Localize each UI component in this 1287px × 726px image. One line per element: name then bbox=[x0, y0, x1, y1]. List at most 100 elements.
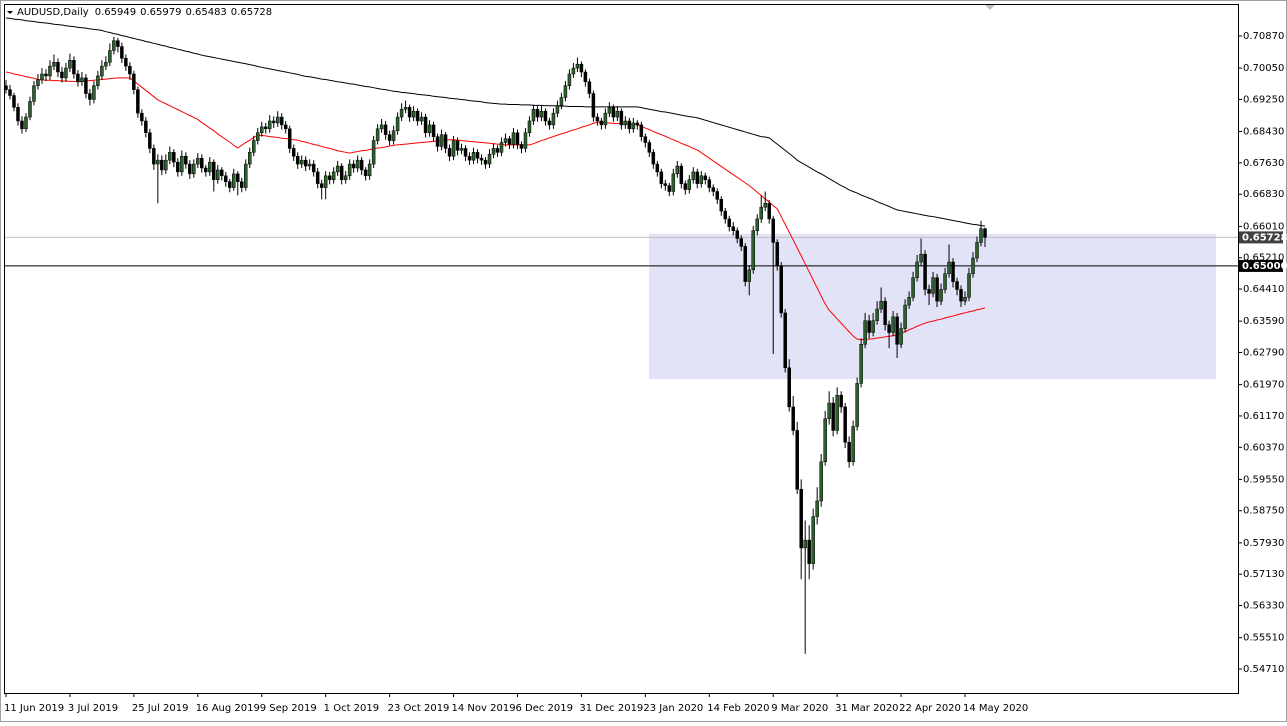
candle-body bbox=[619, 110, 624, 126]
candle-body bbox=[399, 108, 404, 118]
candle-body bbox=[180, 155, 184, 173]
candle-body bbox=[112, 40, 116, 51]
candle-body bbox=[535, 108, 540, 118]
candle-body bbox=[331, 171, 336, 180]
candle-body bbox=[659, 171, 664, 184]
x-tick-label: 22 Apr 2020 bbox=[899, 703, 961, 714]
candle-body bbox=[639, 124, 644, 137]
y-tick-label: 0.70870 bbox=[1243, 31, 1284, 42]
candle-body bbox=[899, 328, 903, 345]
y-tick-label: 0.65210 bbox=[1243, 253, 1284, 264]
candle-body bbox=[939, 289, 943, 302]
candle-body bbox=[439, 134, 444, 147]
candle-body bbox=[971, 257, 975, 275]
candle-body bbox=[435, 136, 440, 147]
moving-average bbox=[5, 71, 986, 341]
candle-body bbox=[228, 181, 232, 188]
candle-body bbox=[303, 159, 308, 167]
candle-body bbox=[355, 159, 360, 169]
candle-body bbox=[160, 159, 164, 171]
y-tick-label: 0.60370 bbox=[1243, 442, 1284, 453]
candle-body bbox=[419, 116, 424, 122]
candle-body bbox=[883, 300, 887, 325]
candle-body bbox=[40, 73, 44, 81]
candle-body bbox=[287, 128, 292, 149]
candle-body bbox=[923, 253, 927, 290]
candle-body bbox=[236, 173, 240, 182]
shift-marker bbox=[985, 5, 995, 10]
candle-body bbox=[675, 165, 680, 175]
candle-body bbox=[827, 402, 831, 419]
y-tick-label: 0.62790 bbox=[1243, 347, 1284, 358]
candle-body bbox=[635, 122, 640, 126]
y-tick-label: 0.66010 bbox=[1243, 221, 1284, 232]
x-tick-label: 9 Sep 2019 bbox=[260, 703, 317, 714]
candle-body bbox=[24, 116, 28, 130]
x-tick-label: 3 Jul 2019 bbox=[68, 703, 118, 714]
candle-body bbox=[791, 406, 795, 431]
candle-body bbox=[475, 152, 480, 159]
candle-body bbox=[96, 75, 100, 86]
candle-body bbox=[387, 134, 392, 141]
candle-body bbox=[843, 406, 847, 443]
candle-body bbox=[403, 107, 408, 110]
candle-body bbox=[539, 110, 544, 118]
candle-body bbox=[783, 312, 787, 369]
x-tick-label: 31 Dec 2019 bbox=[579, 703, 643, 714]
candle-body bbox=[707, 179, 712, 188]
candle-body bbox=[168, 152, 172, 161]
candle-body bbox=[367, 163, 372, 177]
candle-body bbox=[164, 159, 168, 171]
candle-body bbox=[64, 67, 68, 79]
candle-body bbox=[267, 120, 272, 130]
candle-body bbox=[443, 134, 448, 149]
candle-body bbox=[875, 308, 879, 322]
candle-body bbox=[295, 155, 300, 165]
candle-body bbox=[375, 128, 380, 141]
candle-body bbox=[891, 316, 895, 333]
candle-body bbox=[144, 120, 148, 133]
y-tick-label: 0.54710 bbox=[1243, 664, 1284, 675]
y-tick-label: 0.64410 bbox=[1243, 284, 1284, 295]
candle-body bbox=[515, 132, 520, 145]
level-label-box bbox=[1239, 259, 1283, 272]
candle-body bbox=[867, 320, 871, 333]
x-tick-label: 14 Feb 2020 bbox=[707, 703, 769, 714]
candle-body bbox=[651, 152, 656, 165]
candle-body bbox=[631, 122, 636, 130]
candle-body bbox=[727, 218, 732, 227]
candle-body bbox=[947, 261, 951, 275]
candle-body bbox=[615, 110, 620, 118]
candle-body bbox=[279, 116, 284, 126]
x-tick-label: 14 Nov 2019 bbox=[452, 703, 516, 714]
candle-body bbox=[140, 112, 144, 122]
candle-body bbox=[28, 101, 32, 118]
candle-body bbox=[563, 85, 568, 98]
candle-body bbox=[4, 85, 8, 90]
candle-body bbox=[251, 140, 256, 153]
x-tick-label: 16 Aug 2019 bbox=[196, 703, 260, 714]
candle-body bbox=[84, 77, 88, 94]
candle-body bbox=[815, 500, 819, 517]
candle-body bbox=[551, 112, 556, 126]
high-value: 0.65979 bbox=[140, 7, 181, 18]
candle-body bbox=[172, 152, 176, 163]
y-tick-label: 0.61170 bbox=[1243, 411, 1284, 422]
candle-body bbox=[979, 228, 983, 243]
candle-body bbox=[667, 185, 672, 192]
candle-body bbox=[555, 105, 560, 114]
y-tick-label: 0.69250 bbox=[1243, 94, 1284, 105]
candle-body bbox=[931, 277, 935, 294]
candle-body bbox=[208, 161, 212, 173]
candle-body bbox=[8, 89, 12, 96]
candle-body bbox=[100, 65, 104, 77]
candle-body bbox=[967, 273, 971, 298]
candle-body bbox=[327, 175, 332, 180]
candle-body bbox=[455, 140, 460, 151]
candle-body bbox=[611, 107, 616, 118]
candle-body bbox=[259, 126, 264, 133]
candle-body bbox=[519, 144, 524, 149]
candle-body bbox=[16, 107, 20, 122]
candle-body bbox=[803, 539, 807, 549]
candle-body bbox=[88, 93, 92, 100]
